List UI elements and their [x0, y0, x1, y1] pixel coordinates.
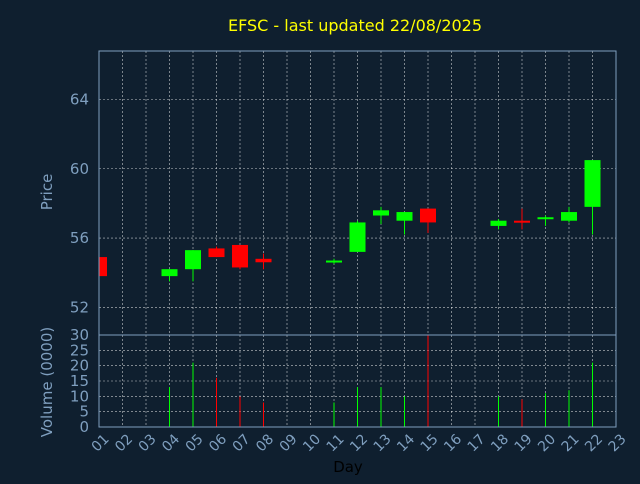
x-tick-label: 16	[441, 431, 465, 455]
price-panel: 52 56 60 64	[70, 50, 617, 336]
x-tick-label: 06	[206, 431, 230, 455]
candle-body	[208, 248, 225, 258]
chart-title: EFSC - last updated 22/08/2025	[228, 16, 482, 35]
volume-tick-label: 10	[70, 387, 89, 405]
candle-body	[584, 160, 601, 207]
x-tick-label: 04	[159, 431, 183, 455]
candle-body	[396, 212, 413, 221]
candle-body	[561, 212, 577, 221]
x-tick-label: 21	[559, 431, 583, 455]
candle-body	[232, 244, 248, 268]
candle-body	[99, 257, 107, 277]
volume-tick-label: 25	[70, 341, 89, 359]
x-tick-label: 20	[535, 431, 559, 455]
x-tick-label: 23	[606, 431, 630, 455]
candle-body	[185, 250, 201, 270]
x-tick-label: 02	[112, 431, 136, 455]
volume-tick-label: 20	[70, 357, 89, 375]
x-tick-label: 12	[347, 431, 371, 455]
x-tick-label: 10	[300, 431, 324, 455]
y-axis-label-volume: Volume (0000)	[38, 327, 56, 437]
x-tick-label: 18	[488, 431, 512, 455]
x-axis-label: Day	[333, 458, 363, 476]
candle-body	[420, 208, 436, 223]
candle-body	[255, 258, 272, 263]
x-tick-label: 08	[253, 431, 277, 455]
volume-tick-label: 0	[79, 418, 89, 436]
volume-tick-label: 30	[70, 326, 89, 344]
x-tick-label: 01	[89, 431, 113, 455]
candle-body	[373, 210, 389, 216]
x-tick-label: 07	[230, 431, 254, 455]
x-axis-ticks: 01 02 03 04 05 06 07 08 09 10 11 12 13 14 15 16 17 18 19 20…	[89, 431, 630, 455]
price-tick-label: 56	[70, 229, 89, 247]
volume-tick-label: 5	[79, 403, 89, 421]
x-tick-label: 05	[183, 431, 207, 455]
candle-body	[514, 220, 530, 223]
x-tick-label: 19	[512, 431, 536, 455]
x-tick-label: 11	[324, 431, 348, 455]
x-tick-label: 17	[465, 431, 489, 455]
x-tick-label: 03	[136, 431, 160, 455]
candle-body	[490, 220, 507, 226]
price-tick-label: 52	[70, 298, 89, 316]
x-tick-label: 15	[418, 431, 442, 455]
x-tick-label: 22	[582, 431, 606, 455]
x-tick-label: 09	[277, 431, 301, 455]
candle-body	[537, 217, 554, 220]
volume-tick-label: 15	[70, 372, 89, 390]
x-tick-label: 13	[371, 431, 395, 455]
candle-body	[326, 260, 342, 263]
x-tick-label: 14	[394, 431, 418, 455]
price-tick-label: 64	[70, 90, 89, 108]
volume-panel-frame	[98, 334, 617, 428]
y-axis-label-price: Price	[38, 174, 56, 211]
candle-body	[161, 269, 178, 277]
candle-body	[349, 222, 366, 252]
price-tick-label: 60	[70, 160, 89, 178]
